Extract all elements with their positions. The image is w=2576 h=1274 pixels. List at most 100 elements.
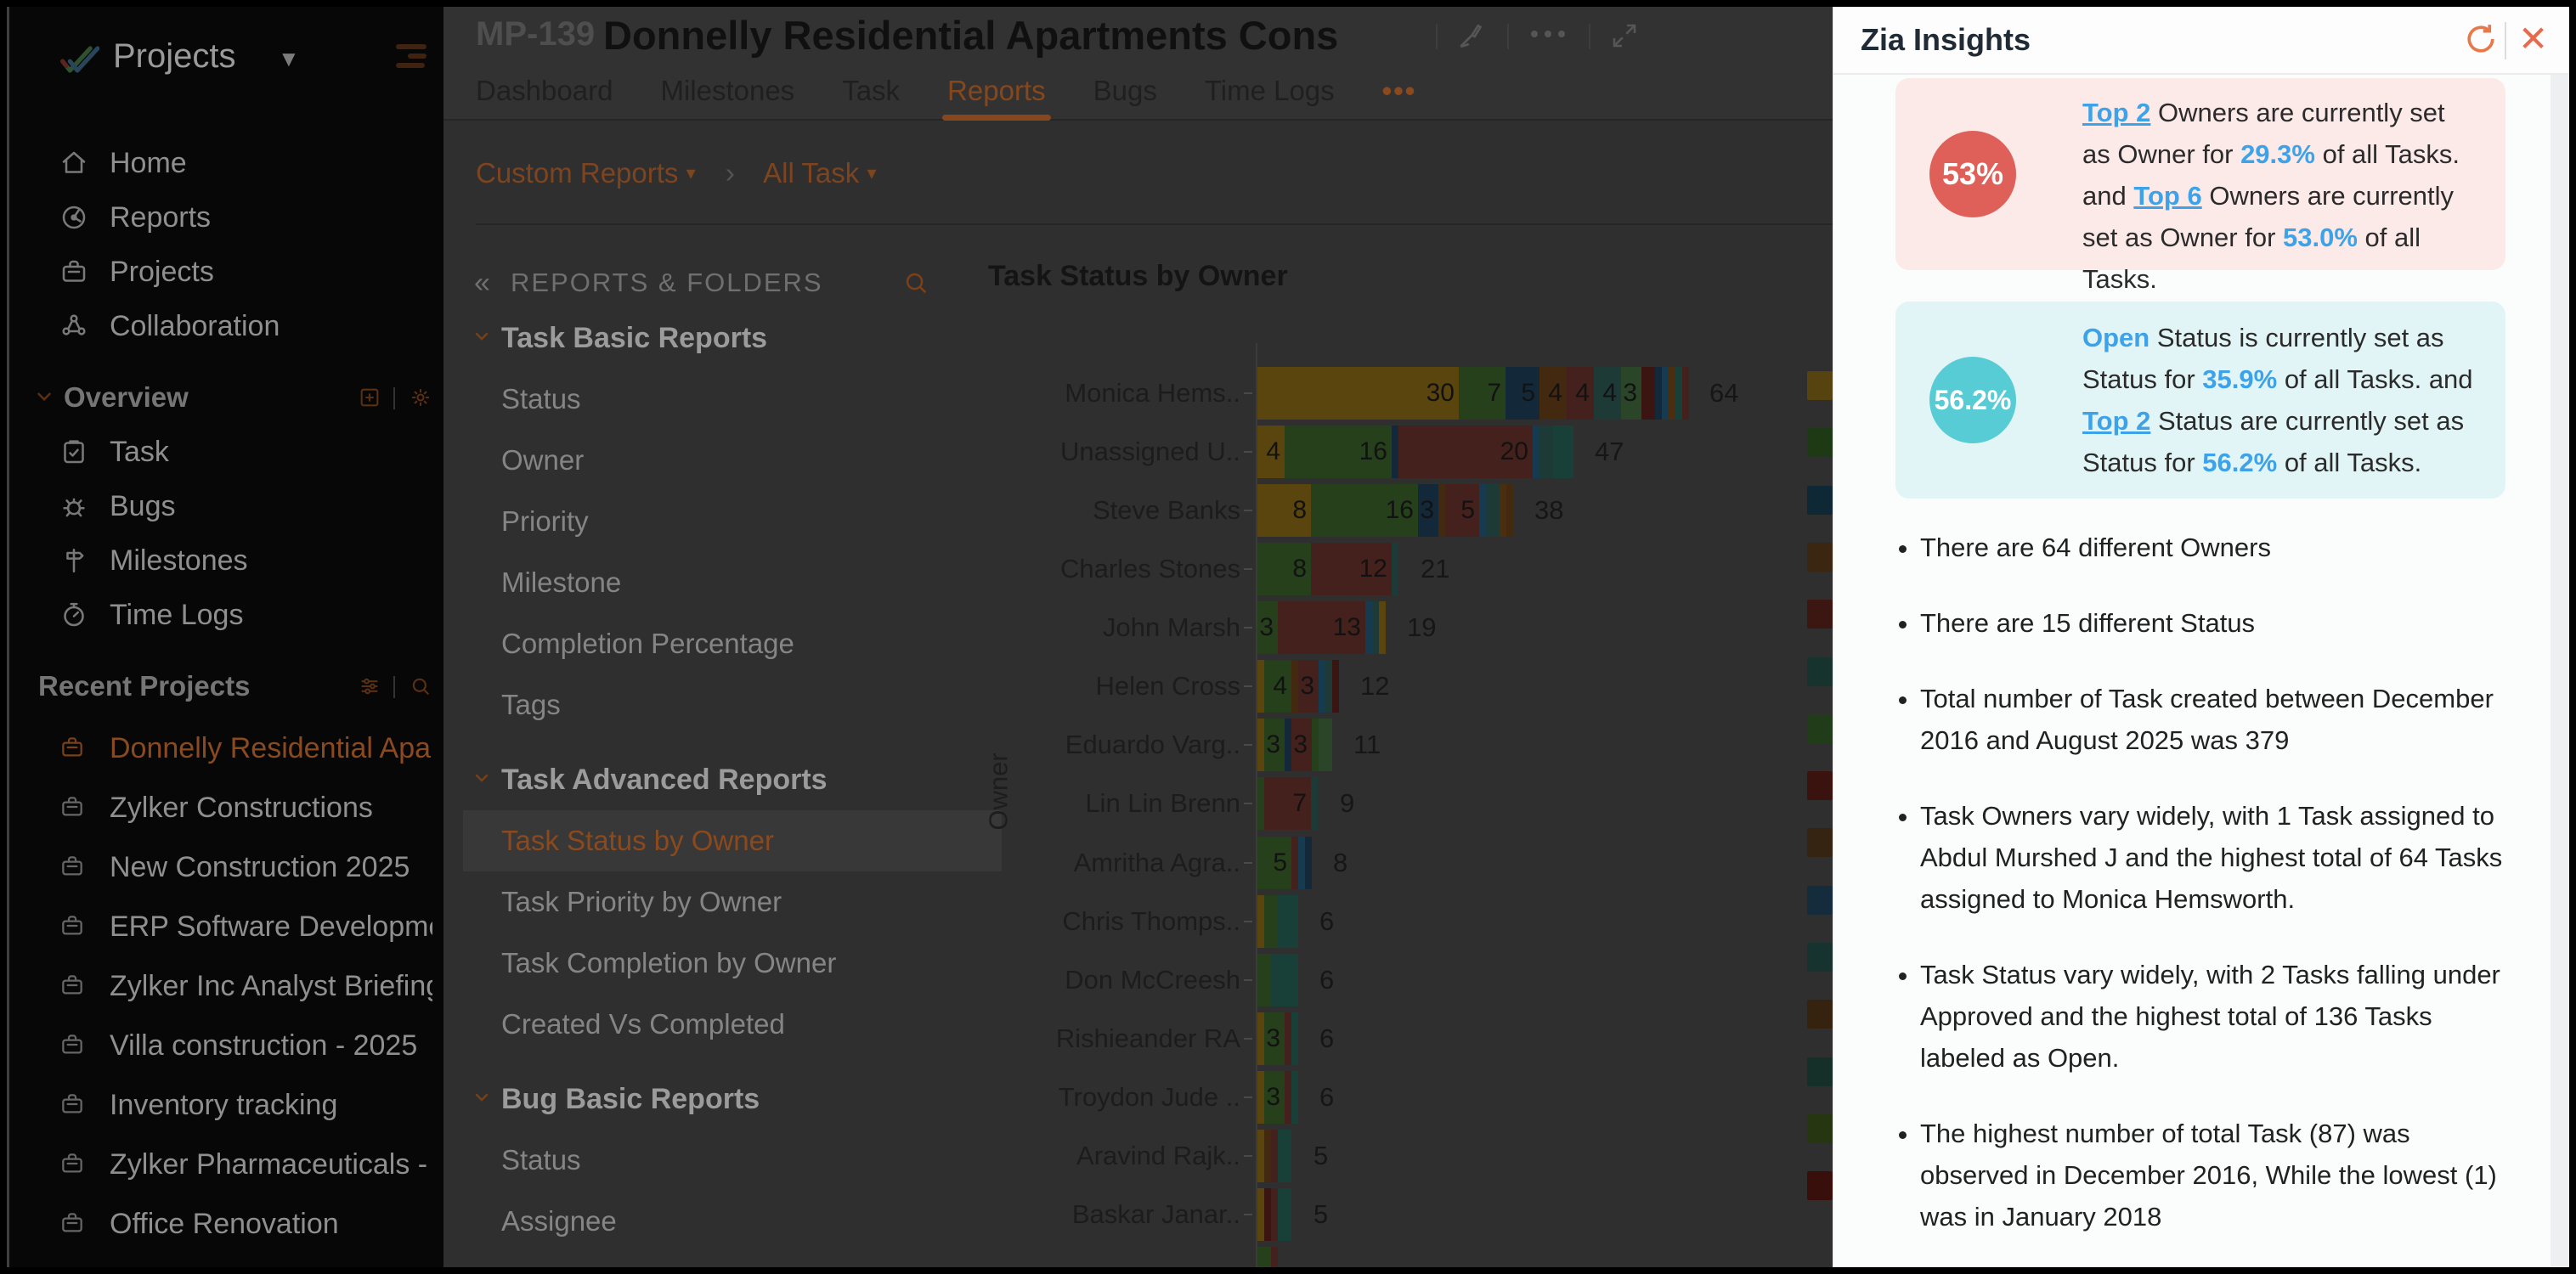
recent-project-erp-software-developmen[interactable]: ERP Software Developmen [9,897,443,956]
sidebar-item-home[interactable]: Home [9,136,443,190]
bar-segment[interactable] [1486,484,1500,537]
bar-segment[interactable] [1319,660,1325,713]
recent-project-zylker-constructions[interactable]: Zylker Constructions [9,778,443,837]
bar-segment[interactable] [1539,426,1553,478]
bar-segment[interactable] [1257,719,1264,771]
bar-segment[interactable] [1319,719,1332,771]
bar-segment[interactable] [1438,484,1445,537]
bar-segment[interactable] [1257,1071,1264,1124]
search-icon[interactable] [409,674,432,698]
recent-project-zylker-pharmaceuticals-20[interactable]: Zylker Pharmaceuticals - 20 [9,1135,443,1194]
bar-segment[interactable] [1278,1188,1291,1241]
brand-switcher-caret-icon[interactable]: ▼ [278,46,300,71]
add-view-icon[interactable] [358,386,381,409]
insight-link[interactable]: Top 2 [2082,406,2151,436]
bar-segment[interactable]: 5 [1257,837,1291,889]
bar-segment[interactable]: 3 [1257,601,1278,654]
bar-segment[interactable]: 3 [1298,660,1319,713]
recent-project-villa-construction-2025[interactable]: Villa construction - 2025 [9,1016,443,1075]
bar-segment[interactable] [1372,601,1379,654]
folder-section-task-basic-reports[interactable]: Task Basic Reports [463,307,1002,369]
tab-dashboard[interactable]: Dashboard [476,75,613,106]
folder-section-bug-basic-reports[interactable]: Bug Basic Reports [463,1068,1002,1130]
bar-segment[interactable] [1264,895,1278,948]
report-item-assignee[interactable]: Assignee [501,1205,617,1237]
bar-segment[interactable]: 4 [1264,660,1291,713]
bar-segment[interactable] [1291,837,1298,889]
tab-milestones[interactable]: Milestones [660,75,795,106]
bar-segment[interactable] [1365,601,1372,654]
bar-segment[interactable] [1332,660,1339,713]
bar-segment[interactable] [1257,954,1271,1006]
bar-segment[interactable]: 4 [1567,367,1594,420]
bar-segment[interactable] [1392,426,1398,478]
sidebar-item-milestones[interactable]: Milestones [9,533,443,588]
bar-segment[interactable]: 30 [1257,367,1459,420]
bar-segment[interactable] [1655,367,1662,420]
bar-segment[interactable] [1257,1188,1264,1241]
bar-segment[interactable] [1285,1012,1291,1065]
tab-bugs[interactable]: Bugs [1093,75,1157,106]
refresh-icon[interactable] [2462,20,2500,58]
bar-segment[interactable] [1298,837,1305,889]
recent-project-donnelly-residential-apart[interactable]: Donnelly Residential Apart [9,719,443,778]
bar-segment[interactable] [1291,660,1298,713]
tabs-overflow-icon[interactable]: ••• [1381,75,1417,106]
bar-segment[interactable] [1669,367,1675,420]
report-item-created-vs-completed[interactable]: Created Vs Completed [501,1008,785,1040]
recent-project-inventory-tracking[interactable]: Inventory tracking [9,1075,443,1135]
sidebar-item-reports[interactable]: Reports [9,190,443,245]
tab-reports[interactable]: Reports [942,71,1051,121]
sidebar-item-time-logs[interactable]: Time Logs [9,588,443,642]
bar-segment[interactable]: 4 [1257,426,1285,478]
bar-segment[interactable] [1506,484,1513,537]
bar-segment[interactable]: 3 [1264,1071,1285,1124]
insight-link[interactable]: Top 2 [2082,98,2151,127]
bar-segment[interactable]: 5 [1445,484,1479,537]
bar-segment[interactable] [1271,954,1298,1006]
report-item-milestone[interactable]: Milestone [501,567,622,598]
close-icon[interactable]: ✕ [2518,19,2549,59]
bar-segment[interactable] [1325,660,1332,713]
tab-time-logs[interactable]: Time Logs [1204,75,1335,106]
bar-segment[interactable] [1312,719,1319,771]
bar-segment[interactable]: 4 [1594,367,1621,420]
bar-segment[interactable] [1291,1012,1298,1065]
expand-icon[interactable] [1609,20,1640,51]
sidebar-item-bugs[interactable]: Bugs [9,479,443,533]
bar-segment[interactable] [1285,1071,1291,1124]
bar-segment[interactable] [1257,1130,1264,1182]
bar-segment[interactable]: 3 [1418,484,1438,537]
bar-segment[interactable]: 3 [1621,367,1641,420]
search-reports-icon[interactable] [901,268,930,297]
bar-segment[interactable] [1264,1130,1271,1182]
bar-segment[interactable] [1257,1012,1264,1065]
report-item-tags[interactable]: Tags [501,689,561,720]
bar-segment[interactable]: 3 [1291,719,1312,771]
bar-segment[interactable] [1500,484,1506,537]
bar-segment[interactable] [1392,543,1398,595]
bar-segment[interactable] [1305,837,1312,889]
report-item-status[interactable]: Status [501,1144,581,1175]
scrollbar-track[interactable] [2551,75,2569,1267]
insight-link[interactable]: Top 6 [2133,181,2202,211]
sidebar-item-task[interactable]: Task [9,425,443,479]
bar-segment[interactable]: 5 [1505,367,1539,420]
folder-section-task-advanced-reports[interactable]: Task Advanced Reports [463,749,1002,810]
bar-segment[interactable] [1278,1130,1291,1182]
bar-segment[interactable] [1662,367,1669,420]
bar-segment[interactable] [1257,895,1264,948]
bar-segment[interactable] [1278,895,1298,948]
gear-icon[interactable] [409,386,432,409]
collapse-panel-icon[interactable]: « [474,267,490,299]
bar-segment[interactable] [1641,367,1655,420]
tab-task[interactable]: Task [842,75,901,106]
report-item-priority[interactable]: Priority [501,505,589,537]
bar-segment[interactable]: 8 [1257,543,1311,595]
bar-segment[interactable]: 7 [1459,367,1505,420]
recent-project-zylker-inc-analyst-briefing[interactable]: Zylker Inc Analyst Briefing [9,956,443,1016]
bar-segment[interactable] [1553,426,1573,478]
bar-segment[interactable]: 20 [1398,426,1533,478]
bar-segment[interactable] [1271,1188,1278,1241]
more-options-icon[interactable] [1529,29,1567,39]
